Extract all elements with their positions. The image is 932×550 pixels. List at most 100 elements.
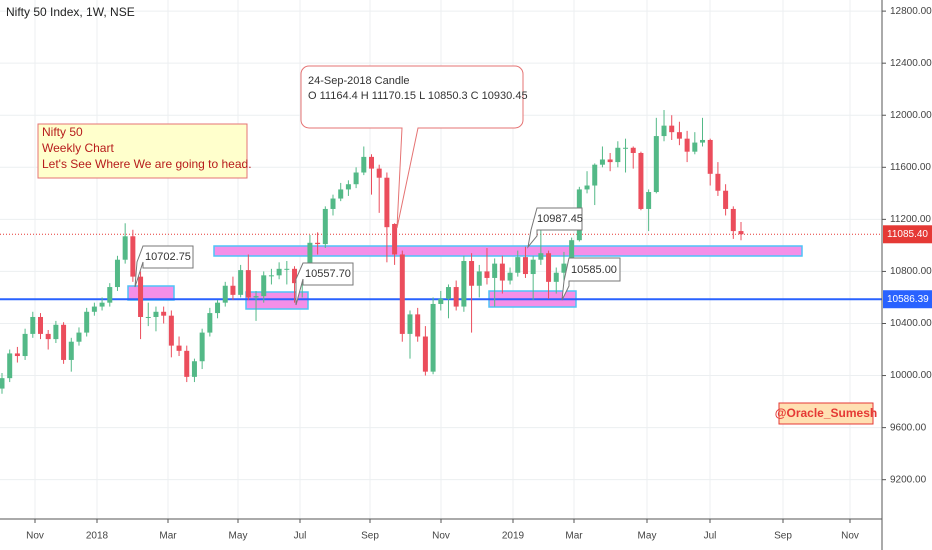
candle-body xyxy=(553,272,559,282)
price-note-box xyxy=(295,262,354,306)
candle-body xyxy=(153,311,159,317)
candle-body xyxy=(730,208,736,232)
callout-box xyxy=(300,65,524,229)
watermark: @Oracle_Sumesh xyxy=(775,406,877,420)
candle-body xyxy=(338,189,344,199)
callout-text: O 11164.4 H 11170.15 L 10850.3 C 10930.4… xyxy=(308,90,528,102)
candle-body xyxy=(669,125,675,133)
candle-body xyxy=(238,270,244,295)
y-tick-label: 11200.00 xyxy=(890,214,931,225)
y-tick-label: 11600.00 xyxy=(890,162,931,173)
callout-text: 24-Sep-2018 Candle xyxy=(308,75,410,87)
candle-body xyxy=(292,268,298,284)
candle-body xyxy=(30,316,36,334)
y-tick-label: 12800.00 xyxy=(890,6,932,17)
candle-body xyxy=(422,336,428,372)
y-tick-label: 12000.00 xyxy=(890,110,932,121)
candle-body xyxy=(415,314,421,337)
candle-body xyxy=(484,271,490,278)
x-tick-label: Mar xyxy=(159,531,177,542)
candle-body xyxy=(623,147,629,149)
candle-body xyxy=(353,172,359,185)
candle-body xyxy=(707,139,713,174)
candle-body xyxy=(399,254,405,334)
x-tick-label: 2019 xyxy=(502,531,525,542)
candle-body xyxy=(68,341,74,360)
candle-body xyxy=(615,147,621,163)
candle-body xyxy=(284,268,290,270)
x-tick-label: May xyxy=(638,531,657,542)
candle-body xyxy=(638,152,644,209)
candle-body xyxy=(37,316,43,334)
candle-body xyxy=(499,263,505,281)
chart-title: Nifty 50 Index, 1W, NSE xyxy=(6,5,135,19)
candle-body xyxy=(0,378,5,389)
candle-body xyxy=(546,253,552,282)
candle-body xyxy=(369,156,374,169)
candle-body xyxy=(122,236,128,260)
level-label: 11085.40 xyxy=(887,229,928,240)
candle-body xyxy=(215,302,221,314)
candle-body xyxy=(630,147,636,153)
price-note-box xyxy=(134,245,194,288)
candle-body xyxy=(476,271,482,286)
price-note-box xyxy=(527,207,583,249)
x-tick-label: 2018 xyxy=(86,531,109,542)
candle-body xyxy=(684,138,690,152)
candle-body xyxy=(84,311,90,333)
note-text: Nifty 50 xyxy=(42,125,83,139)
candle-body xyxy=(715,173,721,191)
candle-body xyxy=(76,332,82,342)
x-tick-label: Nov xyxy=(432,531,450,542)
level-badge xyxy=(883,225,932,244)
candle-body xyxy=(322,208,328,245)
candle-body xyxy=(653,136,659,193)
zone xyxy=(245,291,309,310)
candle-body xyxy=(176,345,182,351)
candle-body xyxy=(184,350,190,377)
x-tick-label: May xyxy=(229,531,248,542)
x-tick-label: Mar xyxy=(565,531,583,542)
candle-body xyxy=(676,132,682,139)
candle-body xyxy=(199,332,205,362)
candle-body xyxy=(438,298,444,304)
candle-body xyxy=(569,240,575,264)
x-tick-label: Sep xyxy=(774,531,792,542)
candle-body xyxy=(230,285,236,295)
candle-body xyxy=(607,159,613,163)
candle-body xyxy=(268,275,274,277)
candle-body xyxy=(507,272,513,281)
y-tick-label: 12400.00 xyxy=(890,58,932,69)
candle-body xyxy=(207,313,213,333)
candle-body xyxy=(315,242,321,245)
candle-body xyxy=(222,285,228,303)
candle-body xyxy=(145,316,151,318)
level-label: 10586.39 xyxy=(887,294,929,305)
candle-body xyxy=(99,302,105,307)
candle-body xyxy=(453,287,459,307)
candle-body xyxy=(599,159,605,165)
candle-body xyxy=(646,192,652,209)
candle-body xyxy=(384,177,390,228)
candle-body xyxy=(592,164,598,186)
candle-body xyxy=(692,142,698,152)
candle-body xyxy=(492,263,498,278)
candle-body xyxy=(330,198,336,209)
candle-body xyxy=(276,268,282,276)
candle-body xyxy=(345,184,351,190)
candle-body xyxy=(114,259,120,288)
watermark-box xyxy=(778,402,874,425)
candle-body xyxy=(515,257,521,273)
note-text: Let's See Where We are going to head. xyxy=(42,157,252,171)
x-tick-label: Jul xyxy=(704,531,717,542)
candle-body xyxy=(168,315,174,346)
candle-body xyxy=(261,275,267,297)
candle-body xyxy=(307,242,313,276)
y-tick-label: 10000.00 xyxy=(890,370,932,381)
candle-body xyxy=(530,259,536,275)
candle-body xyxy=(130,236,136,277)
price-note: 10557.70 xyxy=(305,268,351,280)
candle-body xyxy=(14,353,20,357)
candle-body xyxy=(661,125,667,137)
candle-body xyxy=(161,311,167,316)
